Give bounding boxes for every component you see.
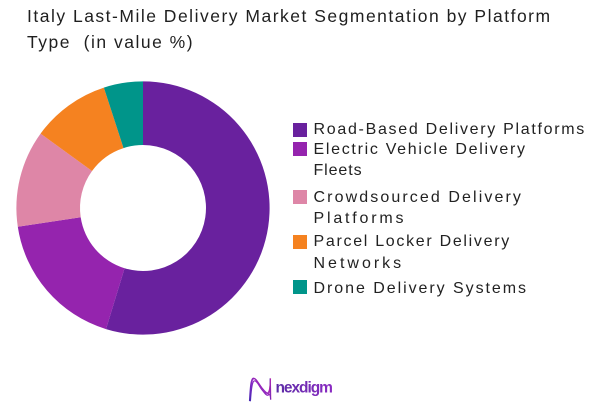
svg-text:nexdigm: nexdigm [276, 380, 333, 397]
